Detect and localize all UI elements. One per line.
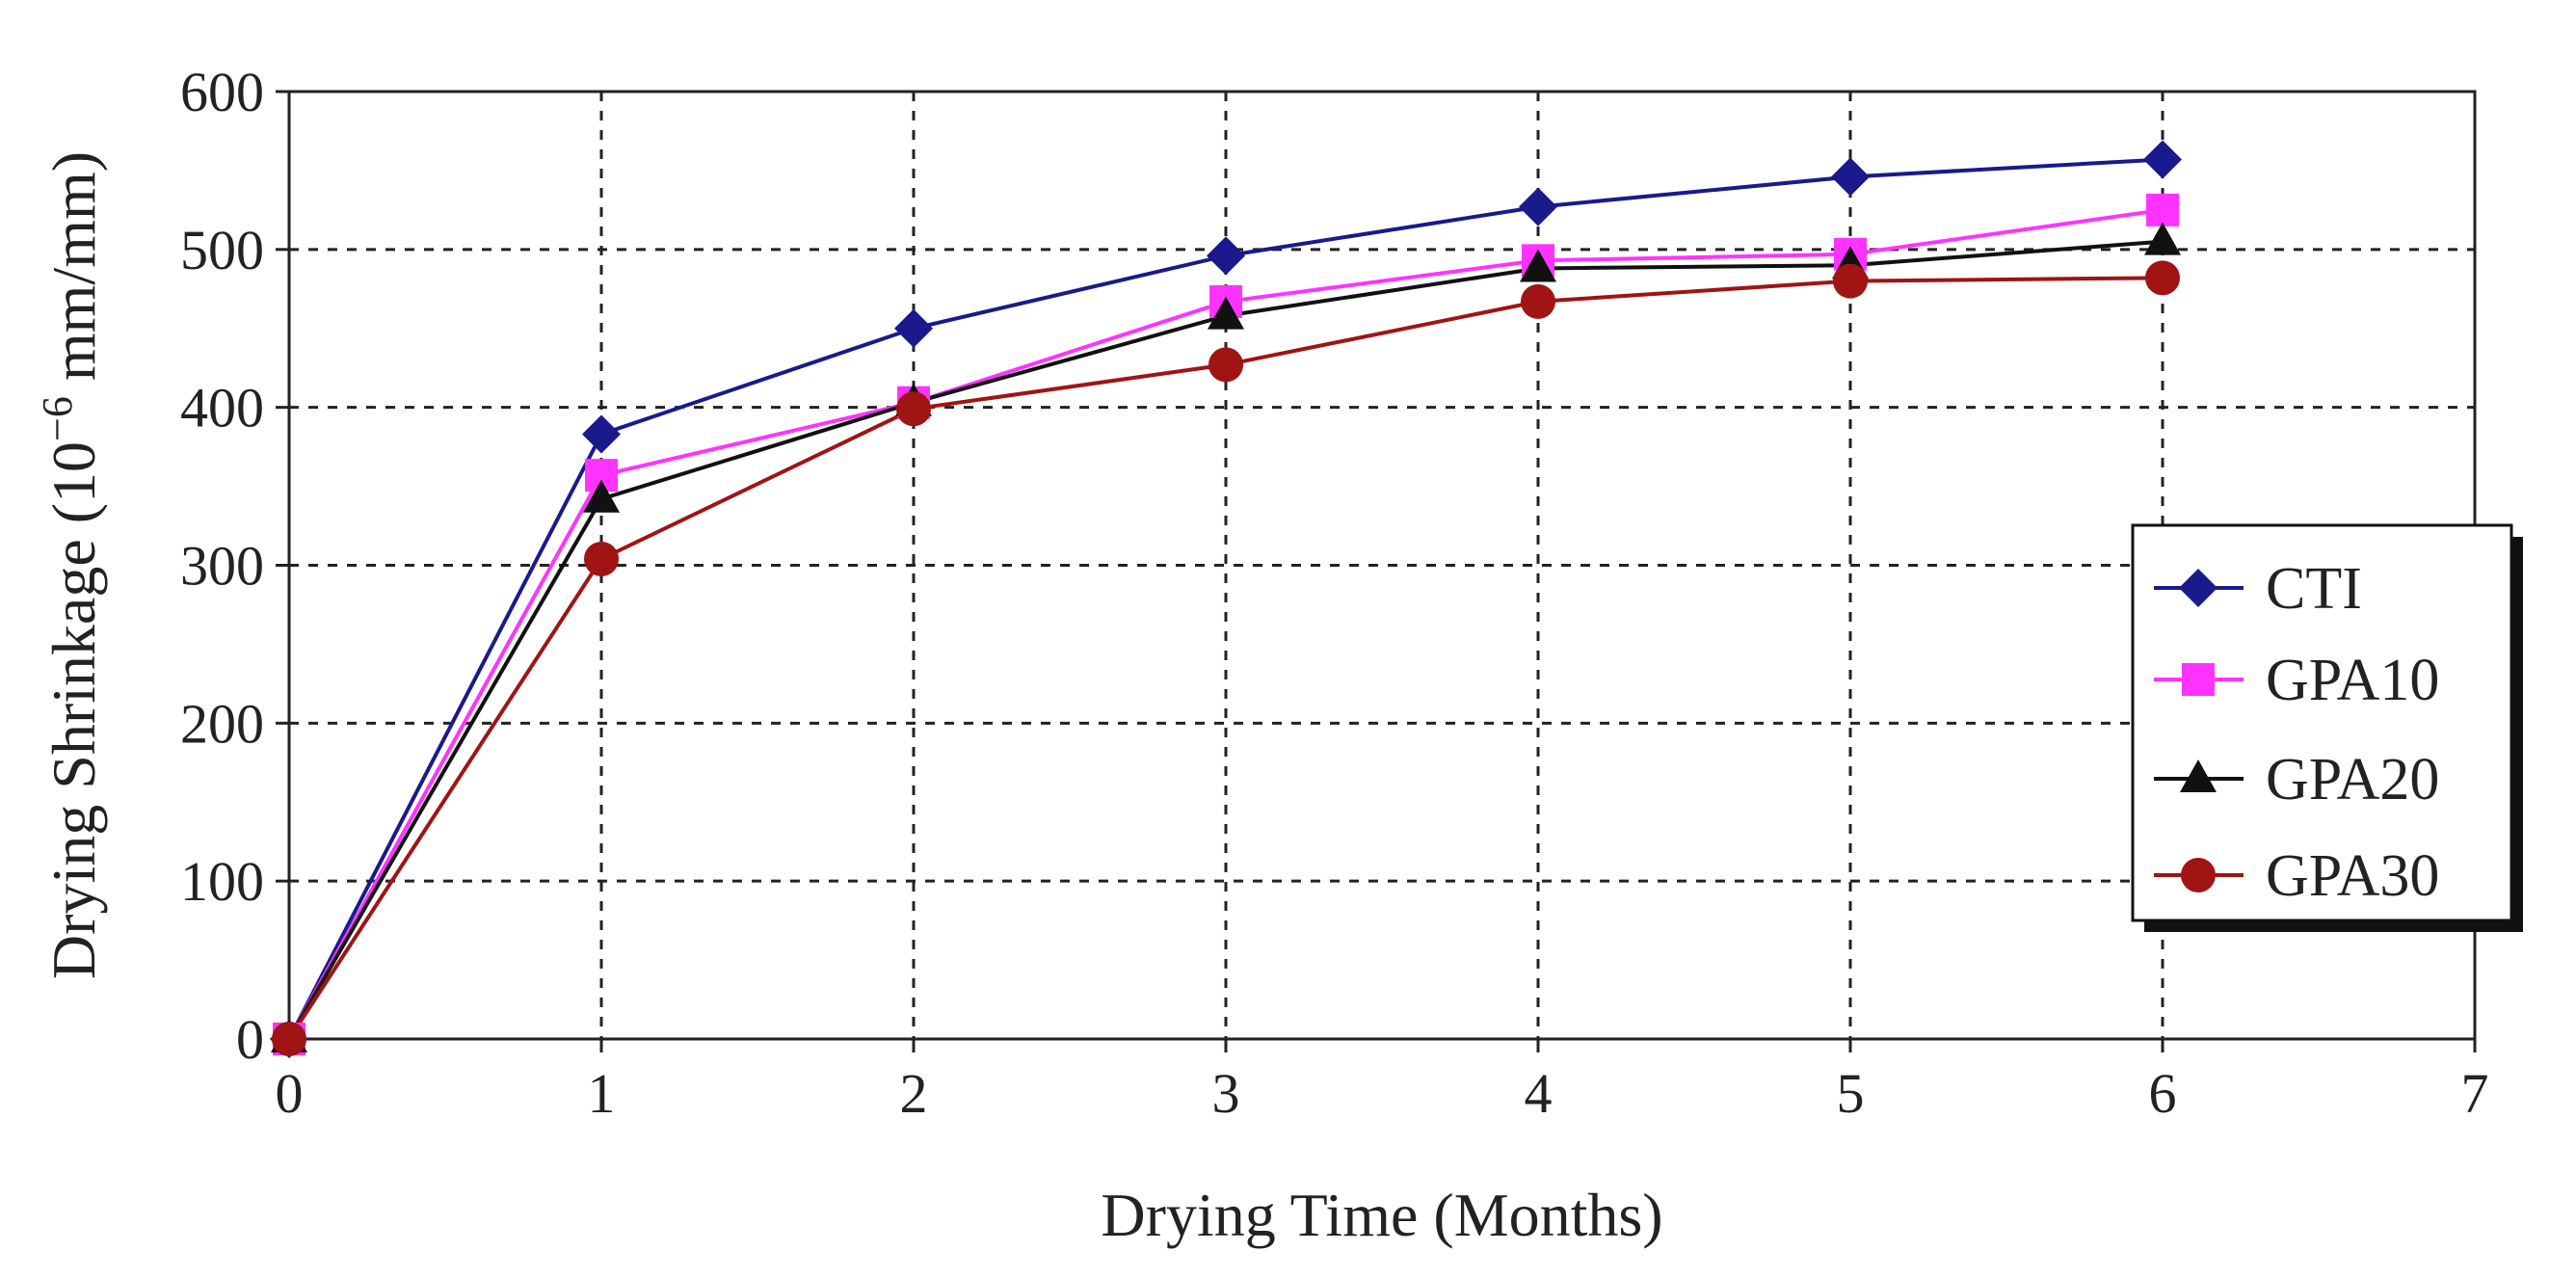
point-gpa30-4 <box>1521 283 1555 319</box>
y-axis-title-exponent: −6 <box>34 396 81 441</box>
legend-items: CTI GPA10 GPA20 GPA30 <box>2154 556 2439 909</box>
y-tick-label-100: 100 <box>180 850 264 913</box>
point-gpa30-2 <box>896 391 931 427</box>
x-tick-label-7: 7 <box>2461 1062 2489 1125</box>
point-gpa30-0 <box>272 1022 306 1056</box>
point-cti-6 <box>2143 140 2182 179</box>
legend-marker-gpa10 <box>2182 663 2215 696</box>
y-tick-label-0: 0 <box>236 1008 264 1071</box>
y-tick-label-400: 400 <box>180 377 264 439</box>
axis-ticks: 0 1 2 3 4 5 6 7 0 100 200 300 400 500 600 <box>180 61 2489 1125</box>
point-gpa10-6 <box>2146 193 2179 226</box>
point-cti-2 <box>894 308 933 348</box>
point-cti-3 <box>1207 236 1245 276</box>
y-tick-label-500: 500 <box>180 219 264 281</box>
point-gpa20-1 <box>583 479 620 513</box>
point-gpa20-3 <box>1208 296 1244 330</box>
point-gpa30-5 <box>1833 263 1868 299</box>
point-gpa30-1 <box>584 541 619 576</box>
point-gpa30-6 <box>2145 260 2180 296</box>
point-cti-1 <box>582 414 621 454</box>
legend-marker-cti <box>2179 569 2217 607</box>
y-tick-label-300: 300 <box>180 535 264 598</box>
point-cti-5 <box>1831 157 1870 197</box>
x-tick-label-2: 2 <box>900 1062 928 1125</box>
y-tick-label-200: 200 <box>180 692 264 755</box>
legend-label-gpa30: GPA30 <box>2266 843 2439 909</box>
y-axis-title-main: Drying Shrinkage (10 <box>40 441 108 979</box>
y-tick-label-600: 600 <box>180 61 264 123</box>
x-tick-label-1: 1 <box>588 1062 616 1125</box>
x-tick-label-3: 3 <box>1212 1062 1240 1125</box>
point-gpa20-6 <box>2144 222 2181 255</box>
x-axis-title: Drying Time (Months) <box>1101 1181 1662 1249</box>
x-tick-label-6: 6 <box>2149 1062 2177 1125</box>
legend-marker-gpa20 <box>2180 759 2217 792</box>
legend-label-gpa20: GPA20 <box>2266 747 2439 812</box>
y-axis-title: Drying Shrinkage (10−6 mm/mm) <box>34 151 108 979</box>
legend-marker-gpa30 <box>2181 858 2216 892</box>
x-tick-label-0: 0 <box>276 1062 304 1125</box>
y-axis-title-unit: mm/mm) <box>40 151 108 396</box>
legend: CTI GPA10 GPA20 GPA30 <box>2131 523 2523 932</box>
point-cti-4 <box>1519 187 1557 226</box>
point-gpa30-3 <box>1208 347 1243 383</box>
legend-label-gpa10: GPA10 <box>2266 648 2439 713</box>
x-tick-label-4: 4 <box>1525 1062 1553 1125</box>
legend-label-cti: CTI <box>2266 556 2362 622</box>
point-gpa20-4 <box>1520 249 1556 282</box>
series-markers <box>270 140 2182 1058</box>
series-line-gpa10 <box>287 207 2164 1040</box>
x-tick-label-5: 5 <box>1837 1062 1865 1125</box>
